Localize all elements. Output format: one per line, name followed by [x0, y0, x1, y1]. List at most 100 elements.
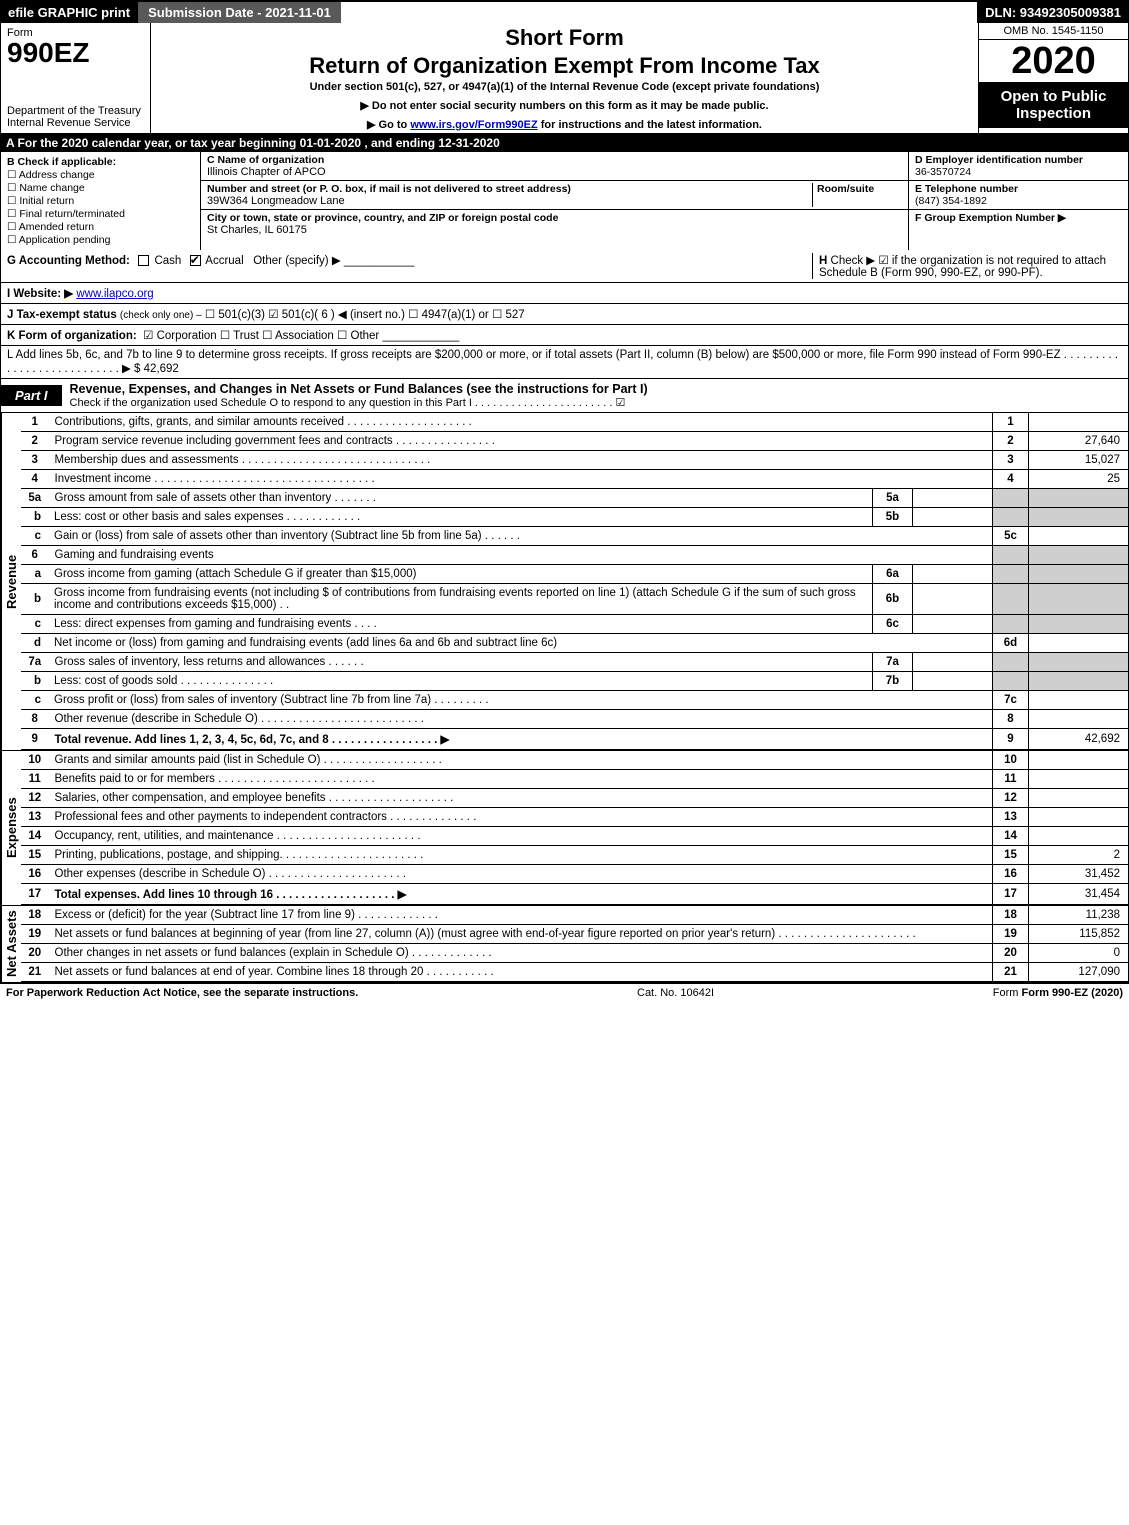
net-assets-section: Net Assets 18Excess or (deficit) for the… [0, 905, 1129, 983]
line-11-num: 11 [21, 770, 49, 789]
line-20-num: 20 [21, 944, 49, 963]
line-15-box: 15 [993, 846, 1029, 865]
line-14-box: 14 [993, 827, 1029, 846]
line-5c-box: 5c [993, 527, 1029, 546]
line-6b-mval [913, 584, 993, 615]
line-6b-num: b [21, 584, 49, 615]
line-9-box: 9 [993, 729, 1029, 750]
line-16-num: 16 [21, 865, 49, 884]
line-6d-num: d [21, 634, 49, 653]
expenses-vlabel: Expenses [1, 751, 21, 905]
line-5a-num: 5a [21, 489, 49, 508]
j-small: (check only one) ‒ [120, 310, 202, 321]
accrual-label: Accrual [205, 255, 243, 267]
line-7b-mbox: 7b [873, 672, 913, 691]
line-1-num: 1 [21, 413, 49, 432]
line-21-val: 127,090 [1029, 963, 1129, 982]
line-6-rshade [993, 546, 1029, 565]
line-6b-rshade2 [1029, 584, 1129, 615]
j-label: J Tax-exempt status [7, 309, 117, 321]
info-grid: B Check if applicable: ☐ Address change … [0, 152, 1129, 250]
line-6d-val [1029, 634, 1129, 653]
header-center: Short Form Return of Organization Exempt… [151, 23, 978, 133]
org-name-heading: C Name of organization [207, 154, 902, 166]
top-bar: efile GRAPHIC print Submission Date - 20… [0, 0, 1129, 23]
line-6d-desc: Net income or (loss) from gaming and fun… [49, 634, 993, 653]
id-column: D Employer identification number 36-3570… [908, 152, 1128, 250]
part-i-label: Part I [1, 385, 62, 406]
line-7c-box: 7c [993, 691, 1029, 710]
line-17-desc: Total expenses. Add lines 10 through 16 … [49, 884, 993, 905]
line-8-box: 8 [993, 710, 1029, 729]
initial-return-check[interactable]: ☐ Initial return [7, 195, 194, 207]
final-return-check[interactable]: ☐ Final return/terminated [7, 208, 194, 220]
g-label: G Accounting Method: [7, 255, 130, 267]
line-5a-rshade [993, 489, 1029, 508]
line-14-val [1029, 827, 1129, 846]
line-18-box: 18 [993, 906, 1029, 925]
form-number: 990EZ [7, 37, 90, 68]
line-5a-rshade2 [1029, 489, 1129, 508]
line-5c-val [1029, 527, 1129, 546]
amended-return-check[interactable]: ☐ Amended return [7, 221, 194, 233]
line-12-num: 12 [21, 789, 49, 808]
line-6a-desc: Gross income from gaming (attach Schedul… [49, 565, 873, 584]
addr-change-check[interactable]: ☐ Address change [7, 169, 194, 181]
ein-heading: D Employer identification number [915, 154, 1122, 166]
line-19-val: 115,852 [1029, 925, 1129, 944]
under-section: Under section 501(c), 527, or 4947(a)(1)… [157, 81, 972, 93]
line-11-desc: Benefits paid to or for members . . . . … [49, 770, 993, 789]
h-text: Check ▶ ☑ if the organization is not req… [819, 255, 1106, 279]
line-3-box: 3 [993, 451, 1029, 470]
street-address: 39W364 Longmeadow Lane [207, 195, 812, 207]
line-16-val: 31,452 [1029, 865, 1129, 884]
check-b-column: B Check if applicable: ☐ Address change … [1, 152, 201, 250]
line-2-val: 27,640 [1029, 432, 1129, 451]
line-2-desc: Program service revenue including govern… [49, 432, 993, 451]
line-9-num: 9 [21, 729, 49, 750]
line-6-num: 6 [21, 546, 49, 565]
accrual-check[interactable] [190, 255, 201, 266]
line-17-box: 17 [993, 884, 1029, 905]
line-12-val [1029, 789, 1129, 808]
line-5b-rshade2 [1029, 508, 1129, 527]
line-7c-val [1029, 691, 1129, 710]
line-i: I Website: ▶ www.ilapco.org [0, 283, 1129, 304]
irs-link[interactable]: www.irs.gov/Form990EZ [410, 119, 537, 131]
website-link[interactable]: www.ilapco.org [76, 288, 153, 300]
efile-print-label[interactable]: efile GRAPHIC print [0, 2, 138, 23]
name-change-check[interactable]: ☐ Name change [7, 182, 194, 194]
line-4-box: 4 [993, 470, 1029, 489]
header-right: OMB No. 1545-1150 2020 Open to Public In… [978, 23, 1128, 133]
open-to-public: Open to Public Inspection [979, 82, 1128, 128]
line-20-desc: Other changes in net assets or fund bala… [49, 944, 993, 963]
line-6c-num: c [21, 615, 49, 634]
line-4-num: 4 [21, 470, 49, 489]
page-footer: For Paperwork Reduction Act Notice, see … [0, 983, 1129, 1002]
line-13-val [1029, 808, 1129, 827]
line-13-desc: Professional fees and other payments to … [49, 808, 993, 827]
line-6a-rshade [993, 565, 1029, 584]
part-i-bar: Part I Revenue, Expenses, and Changes in… [0, 379, 1129, 413]
app-pending-check[interactable]: ☐ Application pending [7, 234, 194, 246]
city-state-zip: St Charles, IL 60175 [207, 224, 902, 236]
line-6a-rshade2 [1029, 565, 1129, 584]
line-21-box: 21 [993, 963, 1029, 982]
line-6c-rshade [993, 615, 1029, 634]
line-18-num: 18 [21, 906, 49, 925]
line-j: J Tax-exempt status (check only one) ‒ ☐… [0, 304, 1129, 325]
line-5b-desc: Less: cost or other basis and sales expe… [49, 508, 873, 527]
cat-number: Cat. No. 10642I [637, 987, 714, 999]
line-19-desc: Net assets or fund balances at beginning… [49, 925, 993, 944]
line-7c-desc: Gross profit or (loss) from sales of inv… [49, 691, 993, 710]
line-21-desc: Net assets or fund balances at end of ye… [49, 963, 993, 982]
j-options: ☐ 501(c)(3) ☑ 501(c)( 6 ) ◀ (insert no.)… [205, 309, 525, 321]
line-4-desc: Investment income . . . . . . . . . . . … [49, 470, 993, 489]
line-15-val: 2 [1029, 846, 1129, 865]
check-b-label: B Check if applicable: [7, 156, 194, 168]
line-5a-mbox: 5a [873, 489, 913, 508]
part-i-title: Revenue, Expenses, and Changes in Net As… [70, 382, 1120, 396]
cash-check[interactable] [138, 255, 149, 266]
ein-value: 36-3570724 [915, 166, 1122, 178]
revenue-section: Revenue 1Contributions, gifts, grants, a… [0, 413, 1129, 750]
